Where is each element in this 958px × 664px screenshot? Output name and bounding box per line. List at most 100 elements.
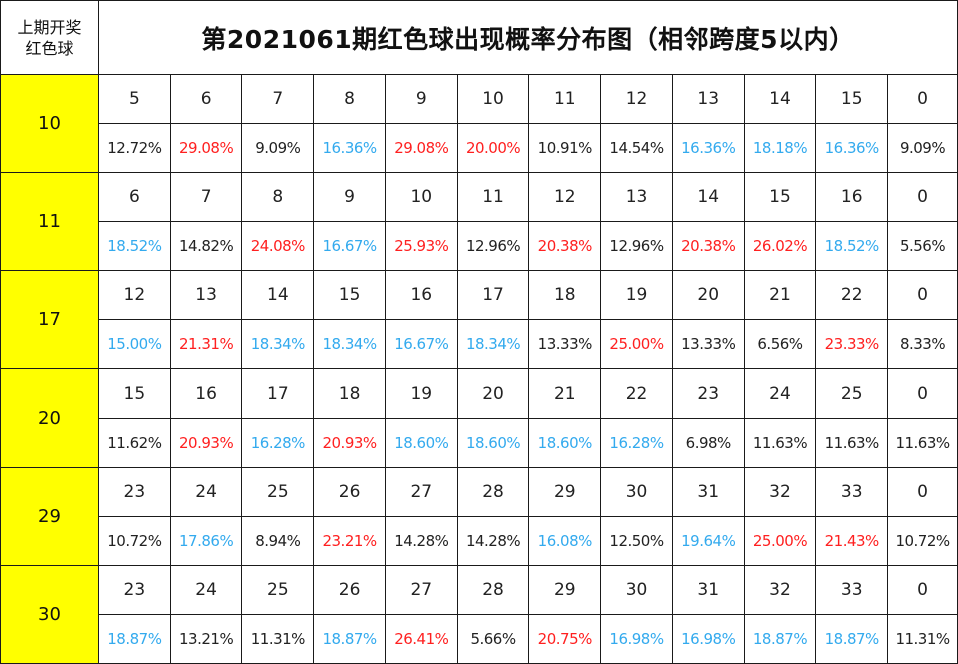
probability-cell: 18.87% xyxy=(313,613,386,664)
ball-number-cell: 8 xyxy=(241,172,315,223)
probability-cell: 16.98% xyxy=(671,613,745,664)
number-row: 30 23 24 25 26 27 28 29 30 31 32 33 0 xyxy=(0,564,958,664)
ball-number-cell: 29 xyxy=(528,466,602,517)
previous-red-ball: 30 xyxy=(0,564,99,664)
ball-number-cell: 5 xyxy=(98,74,171,125)
ball-number-cell: 6 xyxy=(98,172,171,223)
ball-number-cell: 0 xyxy=(887,74,958,125)
ball-number-cell: 14 xyxy=(743,74,817,125)
ball-number-cell: 27 xyxy=(384,466,458,517)
ball-number-cell: 0 xyxy=(887,368,958,419)
ball-number-cell: 9 xyxy=(313,172,386,223)
ball-number-cell: 0 xyxy=(887,466,958,517)
probability-row: 11.62% 20.93% 16.28% 20.93% 18.60% 18.60% 18.6… xyxy=(1,417,958,468)
probability-cell: 10.72% xyxy=(98,515,171,566)
ball-number-cell: 15 xyxy=(98,368,171,419)
probability-cell: 16.98% xyxy=(600,613,673,664)
probability-cell: 18.18% xyxy=(743,123,817,174)
previous-red-ball: 17 xyxy=(0,270,99,370)
probability-cell: 23.21% xyxy=(313,515,386,566)
probability-cell: 20.38% xyxy=(528,221,602,272)
probability-cell: 6.56% xyxy=(743,319,817,370)
probability-cell: 5.66% xyxy=(456,613,530,664)
probability-cell: 11.31% xyxy=(241,613,315,664)
probability-cell: 10.72% xyxy=(887,515,958,566)
probability-cell: 26.02% xyxy=(743,221,817,272)
previous-red-ball: 29 xyxy=(0,466,99,566)
ball-number-cell: 17 xyxy=(241,368,315,419)
probability-cell: 11.63% xyxy=(815,417,889,468)
ball-number-cell: 18 xyxy=(528,270,602,321)
probability-cell: 15.00% xyxy=(98,319,171,370)
ball-number-cell: 16 xyxy=(169,368,243,419)
ball-number-cell: 20 xyxy=(456,368,530,419)
ball-number-cell: 22 xyxy=(815,270,889,321)
probability-cell: 16.28% xyxy=(600,417,673,468)
probability-cell: 16.67% xyxy=(313,221,386,272)
probability-row: 18.52% 14.82% 24.08% 16.67% 25.93% 12.96% 20.3… xyxy=(1,221,958,272)
ball-number-cell: 28 xyxy=(456,564,530,615)
probability-cell: 18.34% xyxy=(313,319,386,370)
probability-cell: 20.38% xyxy=(671,221,745,272)
ball-number-cell: 13 xyxy=(600,172,673,223)
ball-number-cell: 10 xyxy=(456,74,530,125)
ball-number-cell: 33 xyxy=(815,564,889,615)
ball-number-cell: 11 xyxy=(456,172,530,223)
ball-number-cell: 12 xyxy=(98,270,171,321)
ball-number-cell: 14 xyxy=(671,172,745,223)
ball-number-cell: 22 xyxy=(600,368,673,419)
ball-number-cell: 19 xyxy=(600,270,673,321)
probability-cell: 11.63% xyxy=(887,417,958,468)
probability-cell: 10.91% xyxy=(528,123,602,174)
ball-number-cell: 24 xyxy=(169,564,243,615)
probability-cell: 25.93% xyxy=(384,221,458,272)
probability-row: 18.87% 13.21% 11.31% 18.87% 26.41% 5.66% 20.75… xyxy=(1,613,958,664)
probability-cell: 18.87% xyxy=(98,613,171,664)
probability-cell: 12.96% xyxy=(600,221,673,272)
probability-cell: 26.41% xyxy=(384,613,458,664)
probability-cell: 13.21% xyxy=(169,613,243,664)
ball-number-cell: 20 xyxy=(671,270,745,321)
ball-number-cell: 15 xyxy=(313,270,386,321)
ball-number-cell: 12 xyxy=(528,172,602,223)
probability-cell: 6.98% xyxy=(671,417,745,468)
probability-cell: 21.43% xyxy=(815,515,889,566)
ball-number-cell: 23 xyxy=(98,466,171,517)
probability-cell: 12.72% xyxy=(98,123,171,174)
probability-cell: 16.08% xyxy=(528,515,602,566)
probability-cell: 14.82% xyxy=(169,221,243,272)
ball-number-cell: 14 xyxy=(241,270,315,321)
ball-number-cell: 17 xyxy=(456,270,530,321)
ball-number-cell: 7 xyxy=(241,74,315,125)
probability-cell: 16.36% xyxy=(313,123,386,174)
ball-number-cell: 30 xyxy=(600,564,673,615)
probability-cell: 18.60% xyxy=(456,417,530,468)
number-row: 17 12 13 14 15 16 17 18 19 20 21 22 0 xyxy=(0,270,958,370)
ball-number-cell: 18 xyxy=(313,368,386,419)
ball-number-cell: 32 xyxy=(743,564,817,615)
probability-cell: 29.08% xyxy=(384,123,458,174)
probability-cell: 24.08% xyxy=(241,221,315,272)
ball-number-cell: 28 xyxy=(456,466,530,517)
probability-cell: 8.94% xyxy=(241,515,315,566)
number-row: 11 6 7 8 9 10 11 12 13 14 15 16 0 xyxy=(0,172,958,272)
probability-cell: 14.28% xyxy=(456,515,530,566)
probability-cell: 20.93% xyxy=(313,417,386,468)
probability-cell: 11.63% xyxy=(743,417,817,468)
ball-number-cell: 32 xyxy=(743,466,817,517)
ball-number-cell: 13 xyxy=(169,270,243,321)
probability-cell: 8.33% xyxy=(887,319,958,370)
probability-cell: 25.00% xyxy=(743,515,817,566)
previous-draw-label-line1: 上期开奖 xyxy=(17,17,82,37)
ball-number-cell: 31 xyxy=(671,564,745,615)
probability-cell: 16.36% xyxy=(815,123,889,174)
ball-number-cell: 30 xyxy=(600,466,673,517)
probability-cell: 16.28% xyxy=(241,417,315,468)
ball-number-cell: 12 xyxy=(600,74,673,125)
probability-cell: 29.08% xyxy=(169,123,243,174)
probability-cell: 18.52% xyxy=(98,221,171,272)
probability-cell: 20.93% xyxy=(169,417,243,468)
probability-cell: 12.96% xyxy=(456,221,530,272)
ball-number-cell: 15 xyxy=(815,74,889,125)
